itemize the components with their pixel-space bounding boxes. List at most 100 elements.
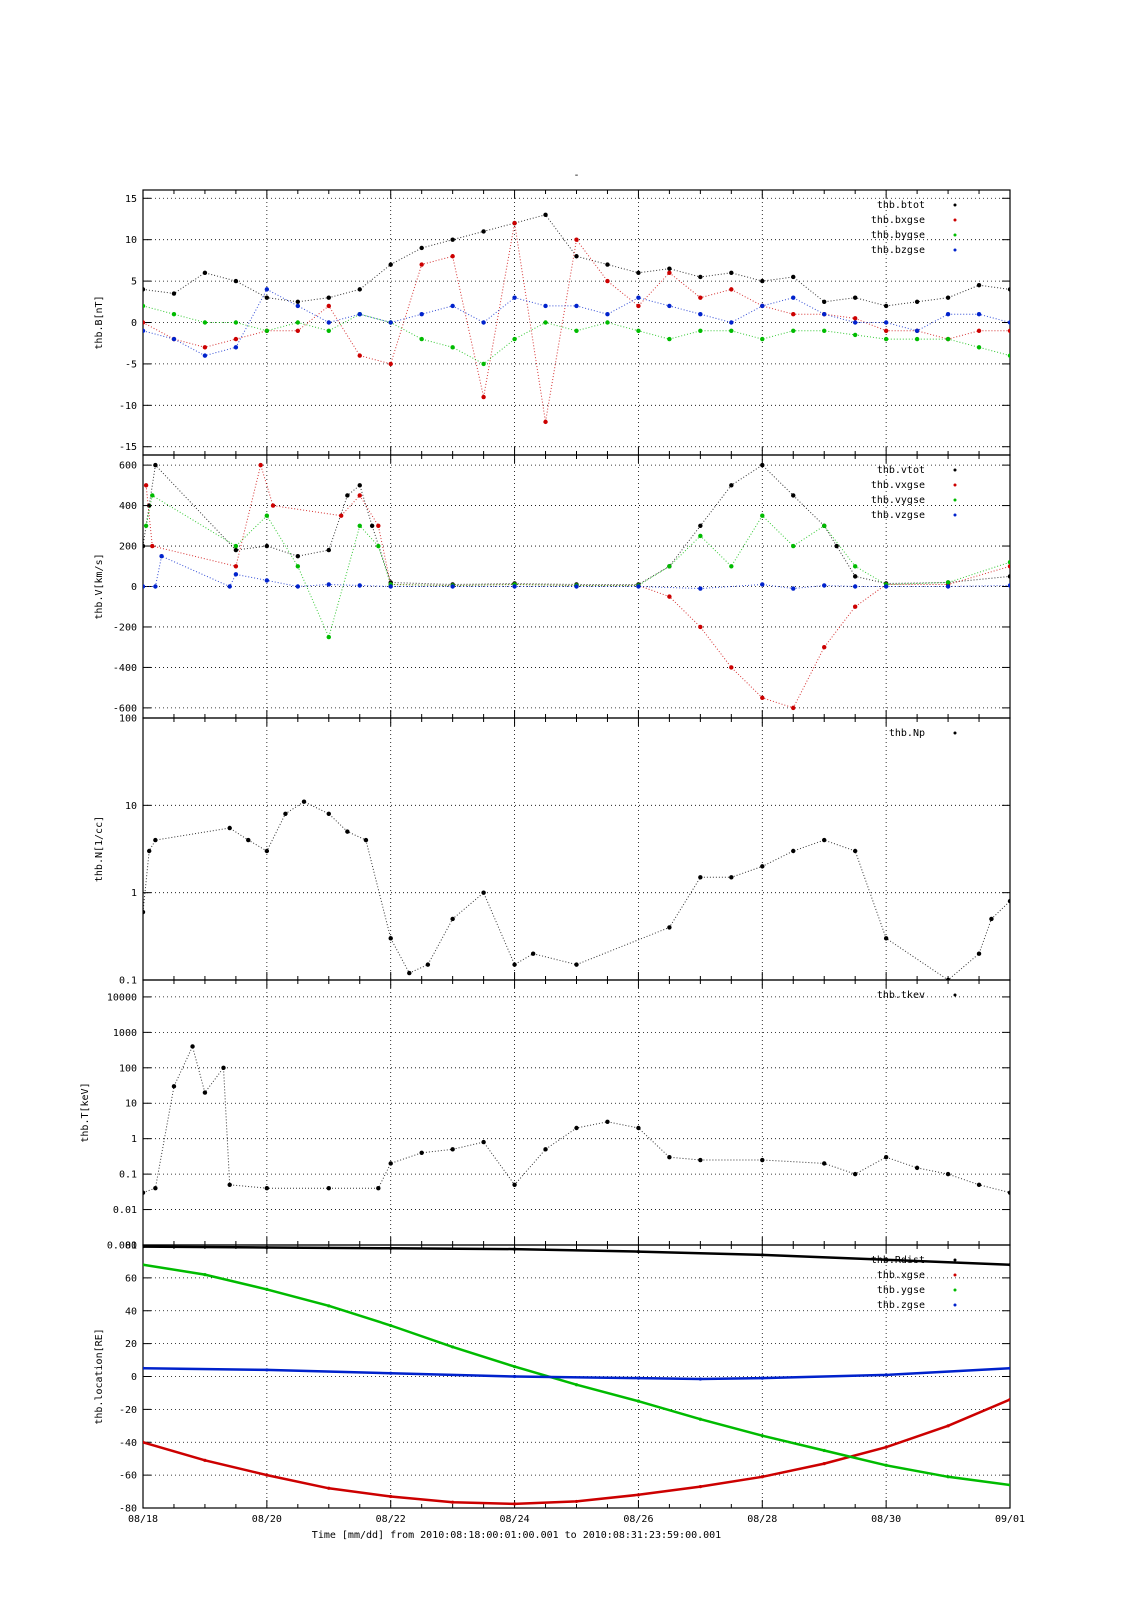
y-tick-label: 0 [131, 318, 137, 329]
series-line-thb.xgse [143, 1398, 1010, 1506]
data-point [729, 320, 734, 325]
data-point [760, 513, 765, 518]
data-point [512, 1502, 517, 1506]
data-point [791, 543, 796, 549]
y-tick-label: 80 [125, 1241, 137, 1252]
data-point [203, 1272, 207, 1277]
data-point [143, 1245, 145, 1249]
x-axis-label: Time [mm/dd] from 2010:08:18:00:01:00.00… [312, 1530, 721, 1541]
data-point [698, 274, 703, 280]
data-point [233, 336, 239, 342]
data-point [822, 299, 827, 304]
data-point [143, 320, 146, 325]
y-tick-label: 0.001 [107, 1241, 137, 1252]
y-tick-label: 1 [131, 1134, 137, 1145]
data-point [327, 1304, 331, 1308]
data-point [357, 312, 362, 317]
data-point [636, 303, 641, 309]
series-trace-thb.btot [143, 214, 1010, 307]
legend-label: thb.bzgse [871, 245, 925, 256]
y-tick-label: -80 [119, 1504, 137, 1515]
data-point [295, 299, 301, 304]
data-point [143, 543, 146, 549]
data-point [233, 278, 239, 284]
data-point [729, 665, 734, 670]
y-tick-label: 200 [119, 542, 137, 553]
y-tick-label: -40 [119, 1438, 137, 1449]
y-tick-label: 600 [119, 461, 137, 472]
data-point [171, 312, 177, 317]
data-point [450, 916, 455, 922]
data-point [729, 483, 734, 488]
data-point [667, 1155, 672, 1160]
legend-label: thb.vtot [877, 465, 925, 476]
data-point [543, 212, 548, 218]
y-tick-label: 100 [119, 714, 137, 725]
legend-marker [953, 1303, 957, 1307]
y-tick-label: 10 [125, 235, 137, 246]
y-tick-label: 0.1 [119, 976, 137, 987]
data-point [852, 848, 858, 854]
data-point [852, 316, 858, 321]
legend-label: thb.vygse [871, 495, 925, 506]
data-point [369, 523, 375, 529]
data-point [667, 336, 672, 342]
data-point [760, 336, 765, 342]
data-point [760, 695, 765, 700]
data-point [143, 1440, 145, 1444]
data-point [326, 328, 331, 333]
legend-label: thb.Rdist [871, 1255, 925, 1266]
data-point [450, 345, 455, 350]
x-tick-label: 08/22 [376, 1514, 406, 1525]
data-point [227, 584, 232, 589]
data-point [450, 303, 455, 309]
data-point [143, 483, 149, 488]
data-point [143, 287, 146, 292]
data-point [376, 543, 381, 549]
data-point [357, 353, 362, 358]
data-point [760, 1253, 764, 1257]
data-point [760, 1157, 765, 1163]
data-point [822, 583, 827, 588]
data-point [295, 328, 301, 333]
data-point [512, 1247, 517, 1251]
data-point [574, 254, 579, 259]
data-point [419, 336, 424, 342]
legend-label: thb.tkev [877, 990, 925, 1001]
data-point [233, 320, 239, 325]
data-point [574, 328, 579, 333]
y-tick-label: -15 [119, 442, 137, 453]
data-point [270, 503, 276, 508]
legend-label: thb.vxgse [871, 480, 925, 491]
data-point [574, 584, 579, 589]
data-point [760, 1376, 764, 1380]
data-point [419, 262, 424, 267]
data-point [760, 303, 765, 309]
legend-marker [953, 203, 957, 207]
data-point [729, 270, 734, 276]
data-point [822, 644, 827, 650]
y-tick-label: -60 [119, 1471, 137, 1482]
legend-label: thb.zgse [877, 1300, 925, 1311]
data-point [202, 345, 208, 350]
data-point [729, 287, 734, 292]
y-axis-label: thb.location[RE] [94, 1328, 105, 1424]
data-point [388, 584, 393, 589]
legend-marker [953, 1258, 957, 1262]
data-point [976, 312, 982, 317]
data-point [636, 295, 641, 300]
y-tick-label: 10000 [107, 992, 137, 1003]
data-point [791, 295, 796, 300]
legend-label: thb.Np [889, 728, 925, 739]
data-point [265, 1245, 269, 1250]
data-point [233, 547, 239, 553]
data-point [283, 811, 288, 816]
legend-label: thb.xgse [877, 1270, 925, 1281]
data-point [159, 553, 164, 559]
data-point [450, 237, 455, 242]
y-tick-label: 15 [125, 194, 137, 205]
data-point [729, 328, 734, 333]
data-point [698, 523, 703, 529]
data-point [667, 266, 672, 271]
